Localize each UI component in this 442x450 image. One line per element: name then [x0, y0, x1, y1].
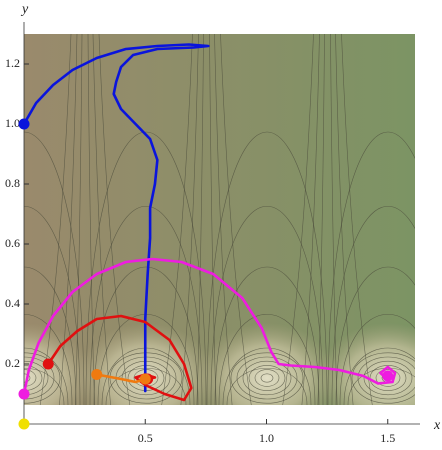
contour — [248, 365, 286, 391]
contour — [24, 347, 69, 405]
contour — [327, 131, 415, 405]
contour — [98, 34, 131, 405]
contour — [260, 373, 274, 383]
contour — [24, 356, 55, 400]
contour — [242, 360, 292, 396]
x-tick-label: 1.5 — [380, 431, 395, 445]
contour — [93, 266, 199, 405]
contour — [209, 34, 217, 405]
contour — [335, 266, 415, 405]
contour — [301, 34, 320, 405]
contour — [220, 34, 252, 405]
axes: 0.5 1.0 1.5 0.2 0.4 0.6 0.8 1.0 1.2 — [5, 22, 420, 445]
contour — [282, 34, 314, 405]
contour — [331, 205, 415, 405]
contour — [363, 360, 413, 396]
contour — [214, 266, 320, 405]
contour — [24, 205, 81, 405]
y-axis-label: y — [20, 2, 29, 17]
contour — [317, 34, 325, 405]
contour — [357, 356, 415, 400]
contour — [24, 373, 31, 383]
start-point — [18, 118, 30, 130]
contour — [206, 131, 328, 405]
x-tick-label: 0.5 — [138, 431, 153, 445]
trajectory — [22, 43, 210, 393]
well-shade — [24, 323, 94, 405]
y-tick-label: 0.8 — [5, 176, 20, 190]
contour — [218, 314, 316, 405]
start-point — [42, 358, 54, 370]
contour — [180, 34, 199, 405]
contour-field — [24, 34, 415, 405]
end-point — [382, 370, 394, 382]
y-tick-label: 1.0 — [5, 116, 20, 130]
contour — [222, 347, 312, 405]
start-point — [18, 388, 30, 400]
start-point — [91, 369, 103, 380]
contour — [254, 369, 280, 387]
contour — [24, 365, 43, 391]
contour — [341, 34, 373, 405]
contour — [24, 131, 85, 405]
contour — [24, 369, 37, 387]
contour — [210, 205, 324, 405]
y-tick-label: 0.2 — [5, 356, 20, 370]
y-tick-label: 0.4 — [5, 296, 20, 310]
contour — [214, 34, 233, 405]
contour — [75, 34, 83, 405]
end-point — [139, 373, 151, 385]
contour — [59, 34, 78, 405]
y-tick-label: 0.6 — [5, 236, 20, 250]
contour — [330, 34, 338, 405]
contour — [92, 34, 111, 405]
contour — [230, 352, 304, 404]
contour — [343, 347, 415, 405]
contour — [24, 352, 61, 404]
contour — [375, 369, 401, 387]
x-tick-label: 1.0 — [259, 431, 274, 445]
contour — [24, 266, 77, 405]
contour — [24, 314, 73, 405]
contour — [89, 205, 203, 405]
contour — [39, 34, 72, 405]
start-point — [18, 418, 30, 430]
trajectory — [46, 314, 193, 402]
y-tick-label: 1.2 — [5, 56, 20, 70]
contour — [24, 360, 49, 396]
trajectory — [22, 257, 397, 396]
contour — [161, 34, 193, 405]
contour — [339, 314, 415, 405]
contour — [85, 131, 207, 405]
contour — [351, 352, 415, 404]
contour — [236, 356, 298, 400]
x-axis-label: x — [433, 418, 441, 433]
